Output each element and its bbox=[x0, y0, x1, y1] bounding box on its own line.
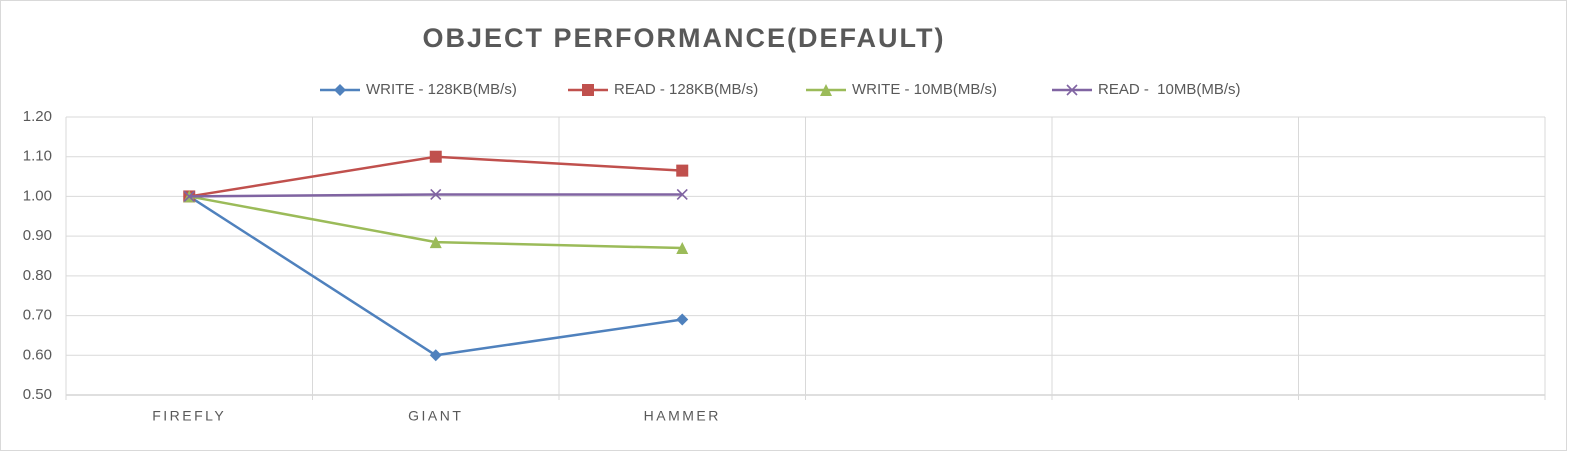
chart-title: OBJECT PERFORMANCE(DEFAULT) bbox=[423, 23, 946, 53]
y-tick-label: 1.00 bbox=[23, 187, 52, 204]
y-tick-label: 0.90 bbox=[23, 227, 52, 244]
legend-marker bbox=[820, 84, 832, 96]
legend-marker bbox=[582, 84, 594, 96]
legend-label: READ - 10MB(MB/s) bbox=[1098, 81, 1241, 98]
legend-label: WRITE - 10MB(MB/s) bbox=[852, 81, 997, 98]
marker bbox=[429, 349, 442, 362]
marker bbox=[430, 188, 442, 201]
legend-label: READ - 128KB(MB/s) bbox=[614, 81, 758, 98]
y-tick-label: 1.10 bbox=[23, 148, 52, 165]
legend-label: WRITE - 128KB(MB/s) bbox=[366, 81, 517, 98]
x-tick-label: GIANT bbox=[408, 408, 463, 424]
y-tick-label: 1.20 bbox=[23, 108, 52, 125]
x-tick-label: HAMMER bbox=[644, 408, 721, 424]
marker bbox=[676, 164, 689, 177]
marker bbox=[676, 242, 689, 255]
x-tick-label: FIREFLY bbox=[152, 408, 226, 424]
marker bbox=[429, 150, 442, 163]
marker bbox=[676, 313, 689, 326]
marker bbox=[183, 190, 195, 202]
y-tick-label: 0.80 bbox=[23, 267, 52, 284]
y-tick-label: 0.70 bbox=[23, 307, 52, 324]
legend-marker bbox=[334, 84, 346, 96]
marker bbox=[676, 188, 688, 201]
marker bbox=[429, 236, 442, 249]
y-tick-label: 0.60 bbox=[23, 346, 52, 363]
legend-marker bbox=[1066, 84, 1078, 96]
y-tick-label: 0.50 bbox=[23, 386, 52, 403]
